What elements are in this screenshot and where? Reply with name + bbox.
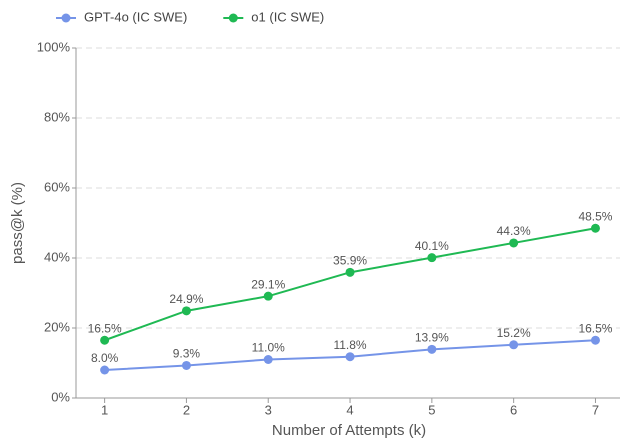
data-label: 24.9% [169, 292, 203, 306]
y-tick-label: 40% [44, 249, 70, 264]
data-point [590, 223, 600, 233]
x-tick-label: 7 [592, 402, 599, 417]
data-label: 8.0% [91, 351, 119, 365]
data-label: 44.3% [497, 224, 531, 238]
data-point [100, 335, 110, 345]
x-tick-label: 6 [510, 402, 517, 417]
legend-label: o1 (IC SWE) [251, 9, 324, 24]
x-tick-label: 4 [346, 402, 353, 417]
data-point [509, 238, 519, 248]
data-label: 40.1% [415, 239, 449, 253]
y-tick-label: 60% [44, 179, 70, 194]
data-label: 13.9% [415, 331, 449, 345]
x-tick-label: 2 [183, 402, 190, 417]
data-point [345, 267, 355, 277]
x-tick-label: 1 [101, 402, 108, 417]
data-point [427, 253, 437, 263]
y-tick-label: 100% [37, 39, 71, 54]
data-point [590, 335, 600, 345]
x-axis-title: Number of Attempts (k) [272, 422, 426, 439]
data-label: 16.5% [88, 321, 122, 335]
data-point [509, 340, 519, 350]
data-point [345, 352, 355, 362]
data-label: 11.0% [252, 341, 285, 355]
data-point [263, 355, 273, 364]
data-label: 11.8% [333, 338, 366, 352]
x-tick-label: 5 [428, 402, 435, 417]
y-tick-label: 20% [44, 319, 70, 334]
data-point [100, 365, 110, 375]
data-label: 48.5% [578, 209, 612, 223]
legend-marker [61, 13, 71, 23]
data-point [263, 291, 273, 301]
data-label: 15.2% [497, 326, 531, 340]
data-point [181, 360, 191, 370]
y-tick-label: 80% [44, 109, 70, 124]
y-tick-label: 0% [51, 389, 70, 404]
data-label: 16.5% [578, 321, 612, 335]
data-label: 35.9% [333, 254, 367, 268]
data-label: 29.1% [251, 277, 285, 291]
data-point [181, 306, 191, 316]
data-point [427, 344, 437, 354]
x-tick-label: 3 [265, 402, 272, 417]
data-label: 9.3% [173, 347, 201, 361]
legend-label: GPT-4o (IC SWE) [84, 9, 187, 24]
y-axis-title: pass@k (%) [9, 182, 26, 264]
legend-marker [228, 13, 238, 23]
series-line [104, 227, 596, 342]
